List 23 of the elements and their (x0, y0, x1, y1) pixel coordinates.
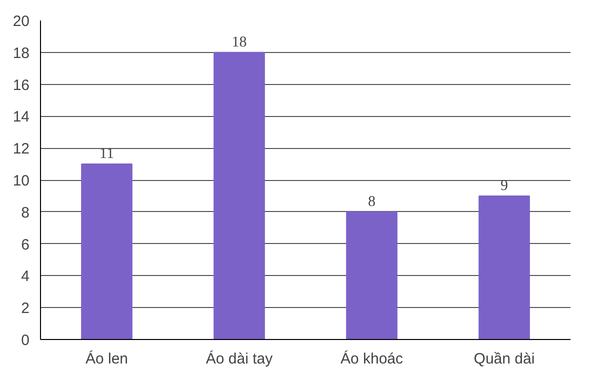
data-label: 18 (232, 34, 247, 50)
x-tick-label: Áo dài tay (206, 350, 274, 368)
y-tick-label: 12 (12, 140, 30, 158)
data-label: 11 (100, 146, 114, 162)
x-tick-label: Áo khoác (340, 350, 404, 368)
y-tick-label: 16 (12, 76, 30, 94)
data-label: 9 (500, 178, 508, 194)
data-label: 8 (368, 194, 376, 210)
y-tick-label: 18 (12, 44, 30, 62)
y-tick-label: 6 (21, 236, 30, 254)
y-tick-label: 4 (21, 268, 30, 286)
y-tick-label: 20 (12, 13, 30, 30)
y-tick-label: 2 (21, 300, 30, 318)
y-tick-label: 0 (21, 332, 30, 349)
x-tick-label: Quần dài (474, 350, 535, 368)
x-tick-label: Áo len (85, 350, 128, 368)
bar (478, 195, 530, 340)
bar (346, 211, 398, 340)
y-tick-label: 8 (21, 204, 30, 222)
y-tick-label: 14 (12, 108, 30, 126)
bar (214, 52, 265, 340)
bar (81, 164, 132, 340)
y-tick-label: 10 (12, 172, 30, 190)
